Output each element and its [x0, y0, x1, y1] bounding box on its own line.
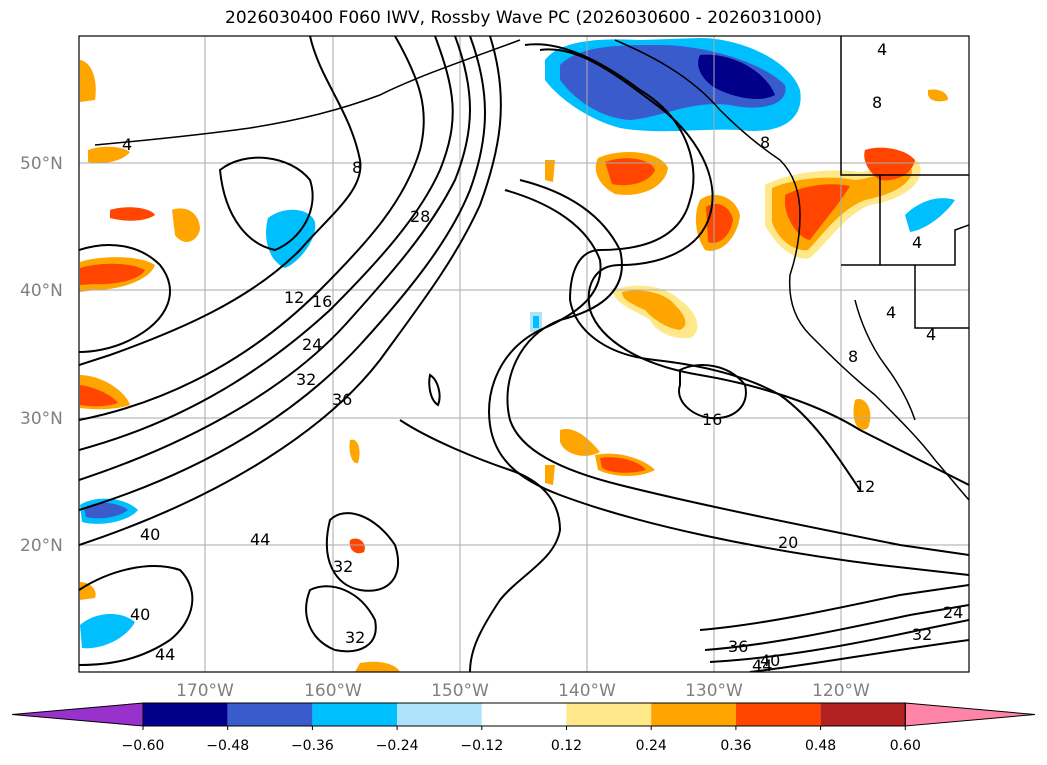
iwv-contours [79, 36, 969, 672]
colorbar-tick-label: −0.36 [291, 738, 334, 754]
contour-label: 12 [855, 477, 875, 496]
colorbar-segment [143, 703, 228, 726]
contour-label: 36 [332, 390, 352, 409]
contour-label: 28 [410, 207, 430, 226]
contour-label: 16 [312, 292, 332, 311]
coastlines [94, 36, 969, 501]
colorbar-tick-label: 0.48 [805, 738, 836, 754]
colorbar-segment [735, 703, 821, 726]
colorbar-extend-high [904, 702, 1036, 727]
colorbar-tick-label: 0.24 [636, 738, 667, 754]
colorbar-segment [312, 703, 398, 726]
map-panel [79, 36, 969, 672]
colorbar-segment [481, 703, 567, 726]
map-title: 2026030400 F060 IWV, Rossby Wave PC (202… [225, 8, 822, 28]
colorbar-frame [142, 702, 906, 727]
contour-label: 32 [296, 370, 316, 389]
colorbar-tick-label: 0.60 [890, 738, 921, 754]
lat-label: 40°N [20, 281, 63, 301]
colorbar-tick-label: −0.24 [376, 738, 419, 754]
colorbar-segment [227, 703, 313, 726]
colorbar-segment [566, 703, 652, 726]
colorbar-segment [651, 703, 736, 726]
contour-label: 36 [728, 637, 748, 656]
lon-label: 160°W [304, 681, 362, 701]
colorbar-tick-label: −0.12 [460, 738, 503, 754]
contour-label: 24 [302, 335, 322, 354]
contour-label: 8 [760, 133, 770, 152]
contour-label: 4 [886, 303, 896, 322]
contour-label: 24 [943, 603, 963, 622]
colorbar: −0.60 −0.48 −0.36 −0.24 −0.12 0.12 0.24 0.36 0.4… [11, 702, 1036, 754]
contour-label: 44 [250, 530, 270, 549]
lat-label: 50°N [20, 154, 63, 174]
positive-anomaly-shading [80, 60, 948, 672]
contour-label: 4 [122, 135, 132, 154]
colorbar-segment [820, 703, 906, 726]
contour-label: 4 [877, 40, 887, 59]
contour-label: 32 [333, 557, 353, 576]
colorbar-tick-label: 0.36 [720, 738, 751, 754]
contour-label: 8 [352, 158, 362, 177]
contour-label: 8 [872, 93, 882, 112]
colorbar-tick-label: −0.60 [122, 738, 165, 754]
contour-label: 16 [702, 410, 722, 429]
contour-label: 4 [926, 325, 936, 344]
contour-label: 40 [760, 651, 780, 670]
colorbar-segment [397, 703, 482, 726]
contour-label: 40 [130, 605, 150, 624]
graticule [79, 36, 969, 672]
colorbar-extend-low [11, 702, 144, 727]
colorbar-tick-label: −0.48 [206, 738, 249, 754]
lat-label: 20°N [20, 536, 63, 556]
contour-label: 44 [752, 656, 772, 675]
lon-label: 140°W [558, 681, 616, 701]
lon-label: 170°W [176, 681, 234, 701]
contour-label: 44 [155, 645, 175, 664]
negative-anomaly-shading [80, 38, 955, 649]
map-border [78, 35, 970, 673]
lat-label: 30°N [20, 409, 63, 429]
contour-label: 12 [284, 288, 304, 307]
colorbar-tick-label: 0.12 [551, 738, 582, 754]
contour-label: 40 [140, 525, 160, 544]
lon-label: 130°W [685, 681, 743, 701]
lon-label: 120°W [812, 681, 870, 701]
contour-label: 8 [848, 347, 858, 366]
contour-label: 20 [778, 533, 798, 552]
contour-labels: 4 8 8 8 4 4 4 4 8 28 12 16 24 32 36 16 1… [122, 40, 963, 675]
contour-label: 32 [345, 628, 365, 647]
contour-label: 32 [912, 625, 932, 644]
lon-label: 150°W [431, 681, 489, 701]
contour-label: 4 [912, 233, 922, 252]
